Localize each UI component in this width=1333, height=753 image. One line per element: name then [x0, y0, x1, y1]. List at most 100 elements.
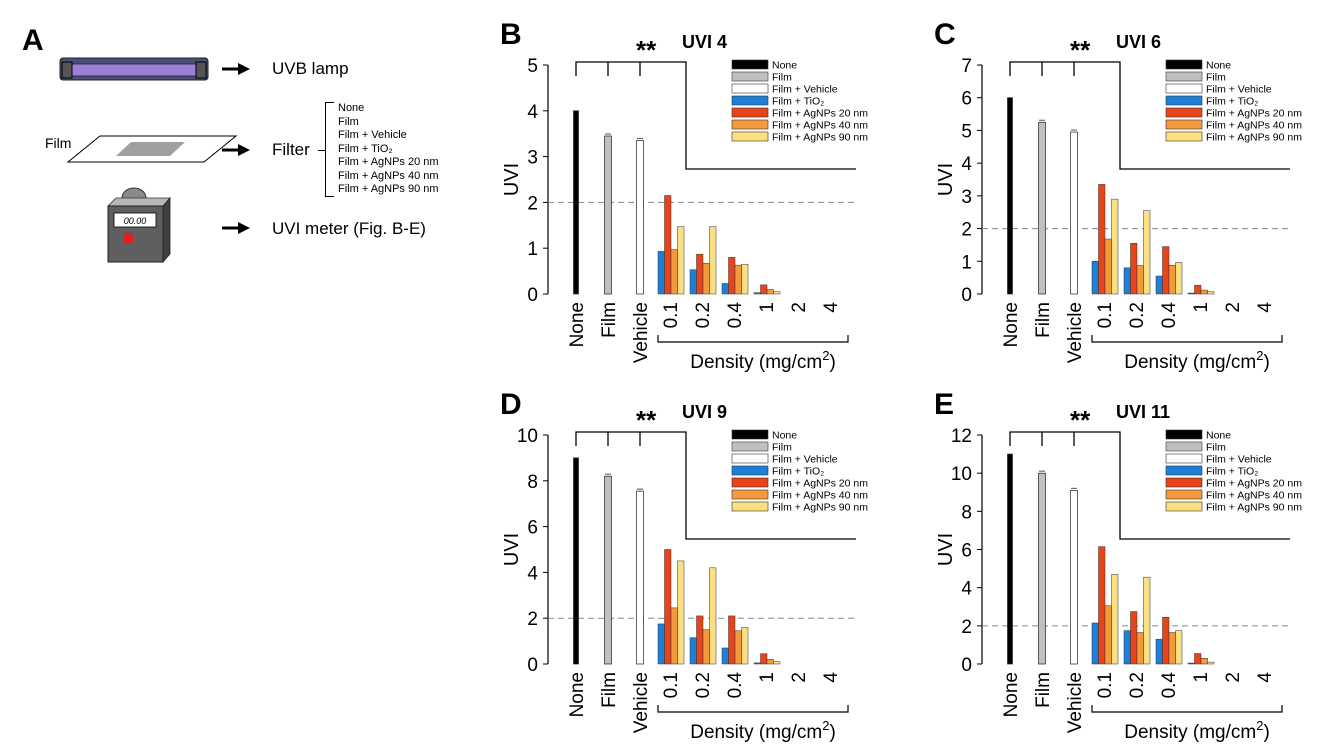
bar-film-tio-0-4: [1155, 638, 1163, 665]
bar-film-agnps-90-nm-0-2: [1143, 576, 1151, 665]
bar-film-agnps-20-nm-1: [1194, 653, 1202, 665]
x-tick-label: None: [567, 302, 588, 347]
bar-film-agnps-20-nm-1: [1194, 284, 1202, 295]
filter-option: Film + AgNPs 20 nm: [338, 156, 439, 168]
legend-swatch-film-vehicle: [1165, 453, 1203, 464]
bar-film: [1038, 472, 1046, 665]
legend-swatch-film-agnps-90-nm: [1165, 131, 1203, 142]
panel-letter-b: B: [500, 18, 522, 51]
x-tick-label: 2: [1223, 672, 1244, 683]
y-tick-label: 5: [961, 121, 972, 142]
significance-marker: **: [636, 35, 657, 65]
bar-film-agnps-20-nm-0-1: [664, 549, 672, 665]
legend-swatch-film-agnps-40-nm: [731, 489, 769, 500]
y-axis-label: UVI: [935, 533, 957, 566]
legend-swatch-film-agnps-20-nm: [1165, 477, 1203, 488]
filter-option: Film + TiO₂: [338, 142, 393, 155]
bar-film-tio-0-4: [1155, 275, 1163, 295]
x-tick-label: 0.1: [661, 672, 682, 698]
y-tick-label: 0: [961, 655, 972, 676]
legend-label: Film + Vehicle: [1206, 454, 1272, 466]
bar-film-agnps-40-nm-0-2: [1136, 265, 1144, 295]
legend-swatch-film: [1165, 71, 1203, 82]
y-tick-label: 2: [961, 220, 972, 241]
bar-film-agnps-40-nm-1: [1200, 289, 1208, 295]
legend-label: Film + AgNPs 90 nm: [772, 502, 868, 514]
y-tick-label: 10: [951, 464, 972, 485]
bar-film-tio-0-1: [657, 623, 665, 665]
legend-swatch-film-agnps-20-nm: [731, 107, 769, 118]
bar-film-agnps-20-nm-0-4: [1162, 616, 1170, 665]
bar-film-agnps-20-nm-0-2: [1130, 243, 1138, 295]
legend-label: Film + Vehicle: [772, 84, 838, 96]
significance-bracket: [575, 61, 856, 170]
x-tick-label: 0.1: [1095, 302, 1116, 328]
bar-film-tio-1: [753, 662, 761, 665]
x-tick-label: Film: [599, 302, 620, 338]
legend-label: Film: [772, 442, 792, 454]
y-tick-label: 8: [527, 472, 538, 493]
legend-swatch-film-tio: [731, 95, 769, 106]
x-tick-label: 0.4: [725, 672, 746, 699]
legend-label: Film + AgNPs 90 nm: [1206, 502, 1302, 514]
chart-title: UVI 4: [682, 32, 727, 52]
x-tick-label: 0.2: [693, 672, 714, 698]
bar-film-agnps-20-nm-1: [760, 284, 768, 295]
meter-display: 00.00: [124, 216, 147, 226]
bar-film-agnps-20-nm-0-4: [728, 615, 736, 665]
legend-swatch-none: [1165, 429, 1203, 440]
filter-option: None: [338, 102, 365, 114]
x-tick-label: Film: [1033, 672, 1054, 708]
legend-swatch-none: [1165, 59, 1203, 70]
y-tick-label: 6: [961, 541, 972, 562]
panel-letter-a: A: [22, 24, 44, 57]
x-axis-label: Density (mg/cm2): [1124, 718, 1270, 743]
bar-film-agnps-90-nm-0-4: [741, 627, 749, 665]
legend-label: None: [772, 430, 797, 442]
bar-film-agnps-40-nm-0-1: [1104, 238, 1112, 295]
bar-film-agnps-40-nm-0-2: [1136, 632, 1144, 665]
uvi-meter-icon: 00.00: [107, 187, 171, 264]
bar-film-agnps-90-nm-0-2: [709, 567, 717, 665]
legend-label: Film + AgNPs 40 nm: [772, 490, 868, 502]
legend-swatch-film-agnps-20-nm: [731, 477, 769, 488]
legend-label: Film + AgNPs 40 nm: [1206, 120, 1302, 132]
uvb-lamp-label: UVB lamp: [272, 59, 349, 78]
x-tick-label: 1: [757, 302, 778, 313]
density-bracket: [657, 335, 849, 343]
bar-film-tio-0-2: [689, 637, 697, 665]
density-bracket: [1091, 335, 1283, 343]
x-tick-label: 4: [1255, 672, 1276, 683]
legend-label: Film + Vehicle: [772, 454, 838, 466]
bar-film-agnps-90-nm-0-4: [741, 263, 749, 295]
bar-film-agnps-20-nm-0-2: [696, 253, 704, 295]
legend-swatch-none: [731, 429, 769, 440]
legend-label: None: [1206, 60, 1231, 72]
x-tick-label: 0.1: [1095, 672, 1116, 698]
y-tick-label: 6: [961, 89, 972, 110]
legend-swatch-film: [731, 441, 769, 452]
filter-option: Film: [338, 115, 359, 128]
x-axis-label: Density (mg/cm2): [690, 718, 836, 743]
y-tick-label: 8: [961, 502, 972, 523]
density-bracket: [657, 705, 849, 713]
x-tick-label: 0.2: [1127, 302, 1148, 328]
legend-swatch-film-agnps-90-nm: [731, 501, 769, 512]
x-tick-label: Film: [599, 672, 620, 708]
bar-film-tio-0-1: [1091, 261, 1099, 295]
legend-swatch-film-tio: [1165, 465, 1203, 476]
legend-label: None: [772, 60, 797, 72]
y-tick-label: 0: [527, 655, 538, 676]
significance-bracket: [575, 431, 856, 540]
y-axis-label: UVI: [935, 163, 957, 196]
x-tick-label: 4: [821, 302, 842, 313]
bar-none: [573, 457, 579, 665]
x-tick-label: Vehicle: [1065, 672, 1086, 733]
bar-film-agnps-90-nm-0-4: [1175, 262, 1183, 295]
bar-film-tio-0-1: [1091, 622, 1099, 665]
bar-film-tio-0-1: [657, 251, 665, 295]
y-tick-label: 0: [961, 285, 972, 306]
x-axis-label: Density (mg/cm2): [690, 348, 836, 373]
